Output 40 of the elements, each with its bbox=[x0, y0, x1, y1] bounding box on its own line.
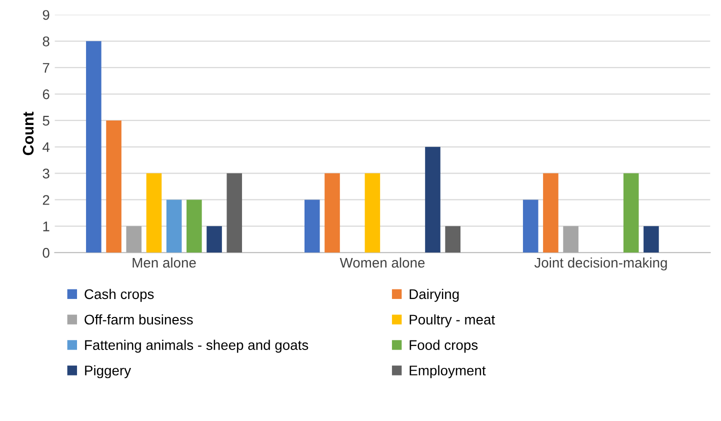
bar bbox=[106, 120, 122, 253]
bar bbox=[623, 173, 639, 253]
y-tick-label: 2 bbox=[42, 195, 50, 205]
legend-label: Off-farm business bbox=[84, 314, 193, 325]
bar bbox=[146, 173, 162, 253]
bar bbox=[563, 226, 578, 253]
y-tick-label: 0 bbox=[42, 248, 50, 258]
y-tick-label: 5 bbox=[42, 116, 50, 126]
bar bbox=[522, 200, 538, 253]
bar bbox=[425, 146, 440, 253]
x-tick-label: Women alone bbox=[340, 257, 425, 268]
y-tick-label: 9 bbox=[42, 10, 50, 20]
y-tick-label: 8 bbox=[42, 36, 50, 46]
bar bbox=[226, 173, 242, 253]
legend-label: Poultry - meat bbox=[410, 314, 495, 328]
y-tick-label: 1 bbox=[43, 222, 50, 232]
bar bbox=[206, 226, 222, 253]
bar bbox=[304, 200, 320, 253]
x-tick-label: Joint decision-making bbox=[534, 257, 667, 270]
bar bbox=[166, 200, 182, 253]
bar bbox=[324, 173, 340, 253]
y-tick-label: 6 bbox=[42, 89, 50, 100]
bar bbox=[86, 41, 102, 253]
bar bbox=[445, 226, 460, 253]
bar bbox=[364, 173, 380, 253]
legend-label: Food crops bbox=[410, 340, 478, 353]
legend-label: Employment bbox=[410, 365, 486, 378]
legend-label: Piggery bbox=[85, 365, 132, 378]
legend-label: Dairying bbox=[410, 288, 459, 302]
y-axis-title: Count bbox=[22, 112, 34, 156]
y-tick-label: 7 bbox=[42, 63, 50, 73]
legend-label: Fattening animals - sheep and goats bbox=[85, 340, 308, 353]
x-tick-label: Men alone bbox=[132, 257, 196, 268]
bar bbox=[186, 200, 202, 253]
y-tick-label: 4 bbox=[42, 142, 50, 152]
bar bbox=[644, 226, 659, 253]
bar bbox=[126, 226, 142, 253]
legend-label: Cash crops bbox=[84, 288, 154, 302]
bar bbox=[543, 173, 558, 253]
y-tick-label: 3 bbox=[42, 168, 50, 178]
